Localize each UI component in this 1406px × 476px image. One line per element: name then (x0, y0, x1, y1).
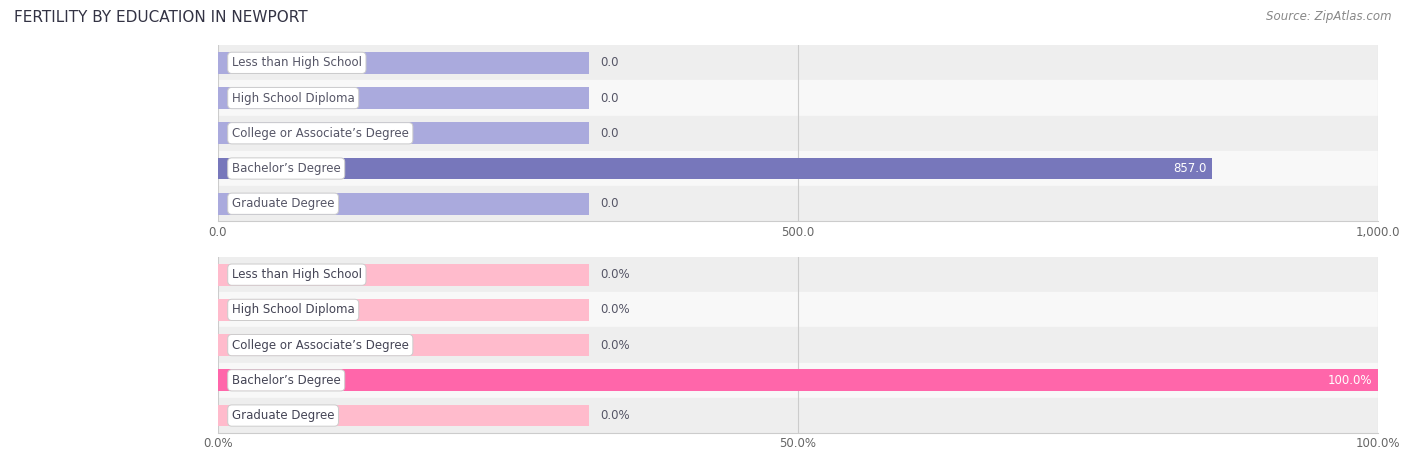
Bar (218, 264, 589, 286)
Text: Bachelor’s Degree: Bachelor’s Degree (232, 162, 340, 175)
Text: 0.0: 0.0 (600, 56, 619, 69)
Bar (218, 334, 589, 356)
Text: Less than High School: Less than High School (232, 56, 361, 69)
Text: High School Diploma: High School Diploma (232, 303, 354, 317)
Bar (218, 292, 1378, 327)
Bar (218, 122, 589, 144)
Text: Graduate Degree: Graduate Degree (232, 409, 335, 422)
Text: 0.0: 0.0 (600, 91, 619, 105)
Bar (218, 369, 1378, 391)
Bar (218, 87, 589, 109)
Text: 0.0%: 0.0% (600, 338, 630, 352)
Text: 0.0: 0.0 (600, 127, 619, 140)
Bar (218, 327, 1378, 363)
Text: College or Associate’s Degree: College or Associate’s Degree (232, 338, 409, 352)
Bar (218, 299, 589, 321)
Text: 0.0%: 0.0% (600, 268, 630, 281)
Bar (218, 398, 1378, 433)
Text: FERTILITY BY EDUCATION IN NEWPORT: FERTILITY BY EDUCATION IN NEWPORT (14, 10, 308, 25)
Bar (218, 193, 589, 215)
Text: Bachelor’s Degree: Bachelor’s Degree (232, 374, 340, 387)
Bar (218, 158, 1212, 179)
Text: High School Diploma: High School Diploma (232, 91, 354, 105)
Text: 0.0: 0.0 (600, 197, 619, 210)
Text: 0.0%: 0.0% (600, 409, 630, 422)
Bar (218, 151, 1378, 186)
Text: College or Associate’s Degree: College or Associate’s Degree (232, 127, 409, 140)
Bar (218, 405, 589, 426)
Text: 100.0%: 100.0% (1327, 374, 1372, 387)
Bar (218, 52, 589, 74)
Bar (218, 257, 1378, 292)
Bar (218, 80, 1378, 116)
Text: 857.0: 857.0 (1173, 162, 1206, 175)
Bar (218, 186, 1378, 221)
Text: Less than High School: Less than High School (232, 268, 361, 281)
Bar (218, 45, 1378, 80)
Text: Source: ZipAtlas.com: Source: ZipAtlas.com (1267, 10, 1392, 22)
Bar (218, 363, 1378, 398)
Text: Graduate Degree: Graduate Degree (232, 197, 335, 210)
Text: 0.0%: 0.0% (600, 303, 630, 317)
Bar (218, 116, 1378, 151)
